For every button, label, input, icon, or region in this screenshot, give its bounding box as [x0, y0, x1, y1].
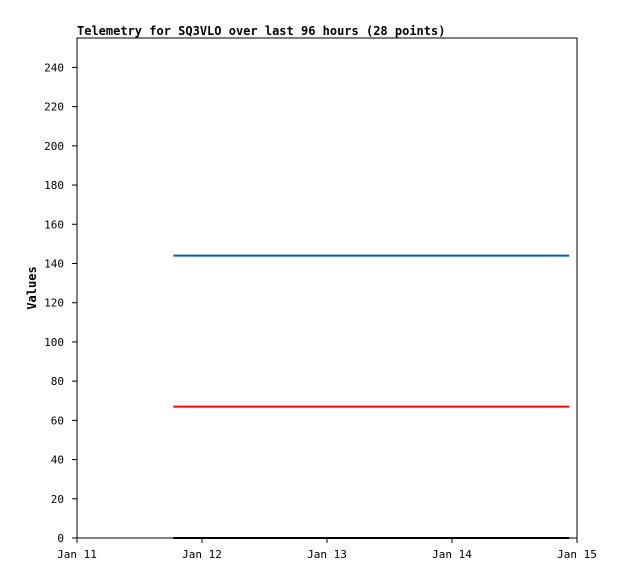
y-tick-label: 80: [51, 375, 64, 388]
y-tick-label: 0: [57, 532, 64, 545]
x-tick-label: Jan 13: [307, 548, 347, 561]
y-tick-label: 180: [44, 179, 64, 192]
y-tick-label: 200: [44, 140, 64, 153]
x-tick-label: Jan 15: [557, 548, 597, 561]
y-tick-label: 160: [44, 218, 64, 231]
y-tick-label: 60: [51, 414, 64, 427]
x-tick-label: Jan 11: [57, 548, 97, 561]
y-tick-label: 140: [44, 257, 64, 270]
y-tick-label: 20: [51, 493, 64, 506]
y-tick-label: 100: [44, 336, 64, 349]
chart-title: Telemetry for SQ3VLO over last 96 hours …: [77, 24, 445, 38]
y-tick-label: 220: [44, 101, 64, 114]
x-tick-label: Jan 12: [182, 548, 222, 561]
plot-frame: [76, 37, 578, 539]
y-tick-label: 120: [44, 297, 64, 310]
y-tick-label: 40: [51, 454, 64, 467]
y-tick-label: 240: [44, 61, 64, 74]
y-axis-label: Values: [25, 266, 39, 309]
x-tick-label: Jan 14: [432, 548, 472, 561]
